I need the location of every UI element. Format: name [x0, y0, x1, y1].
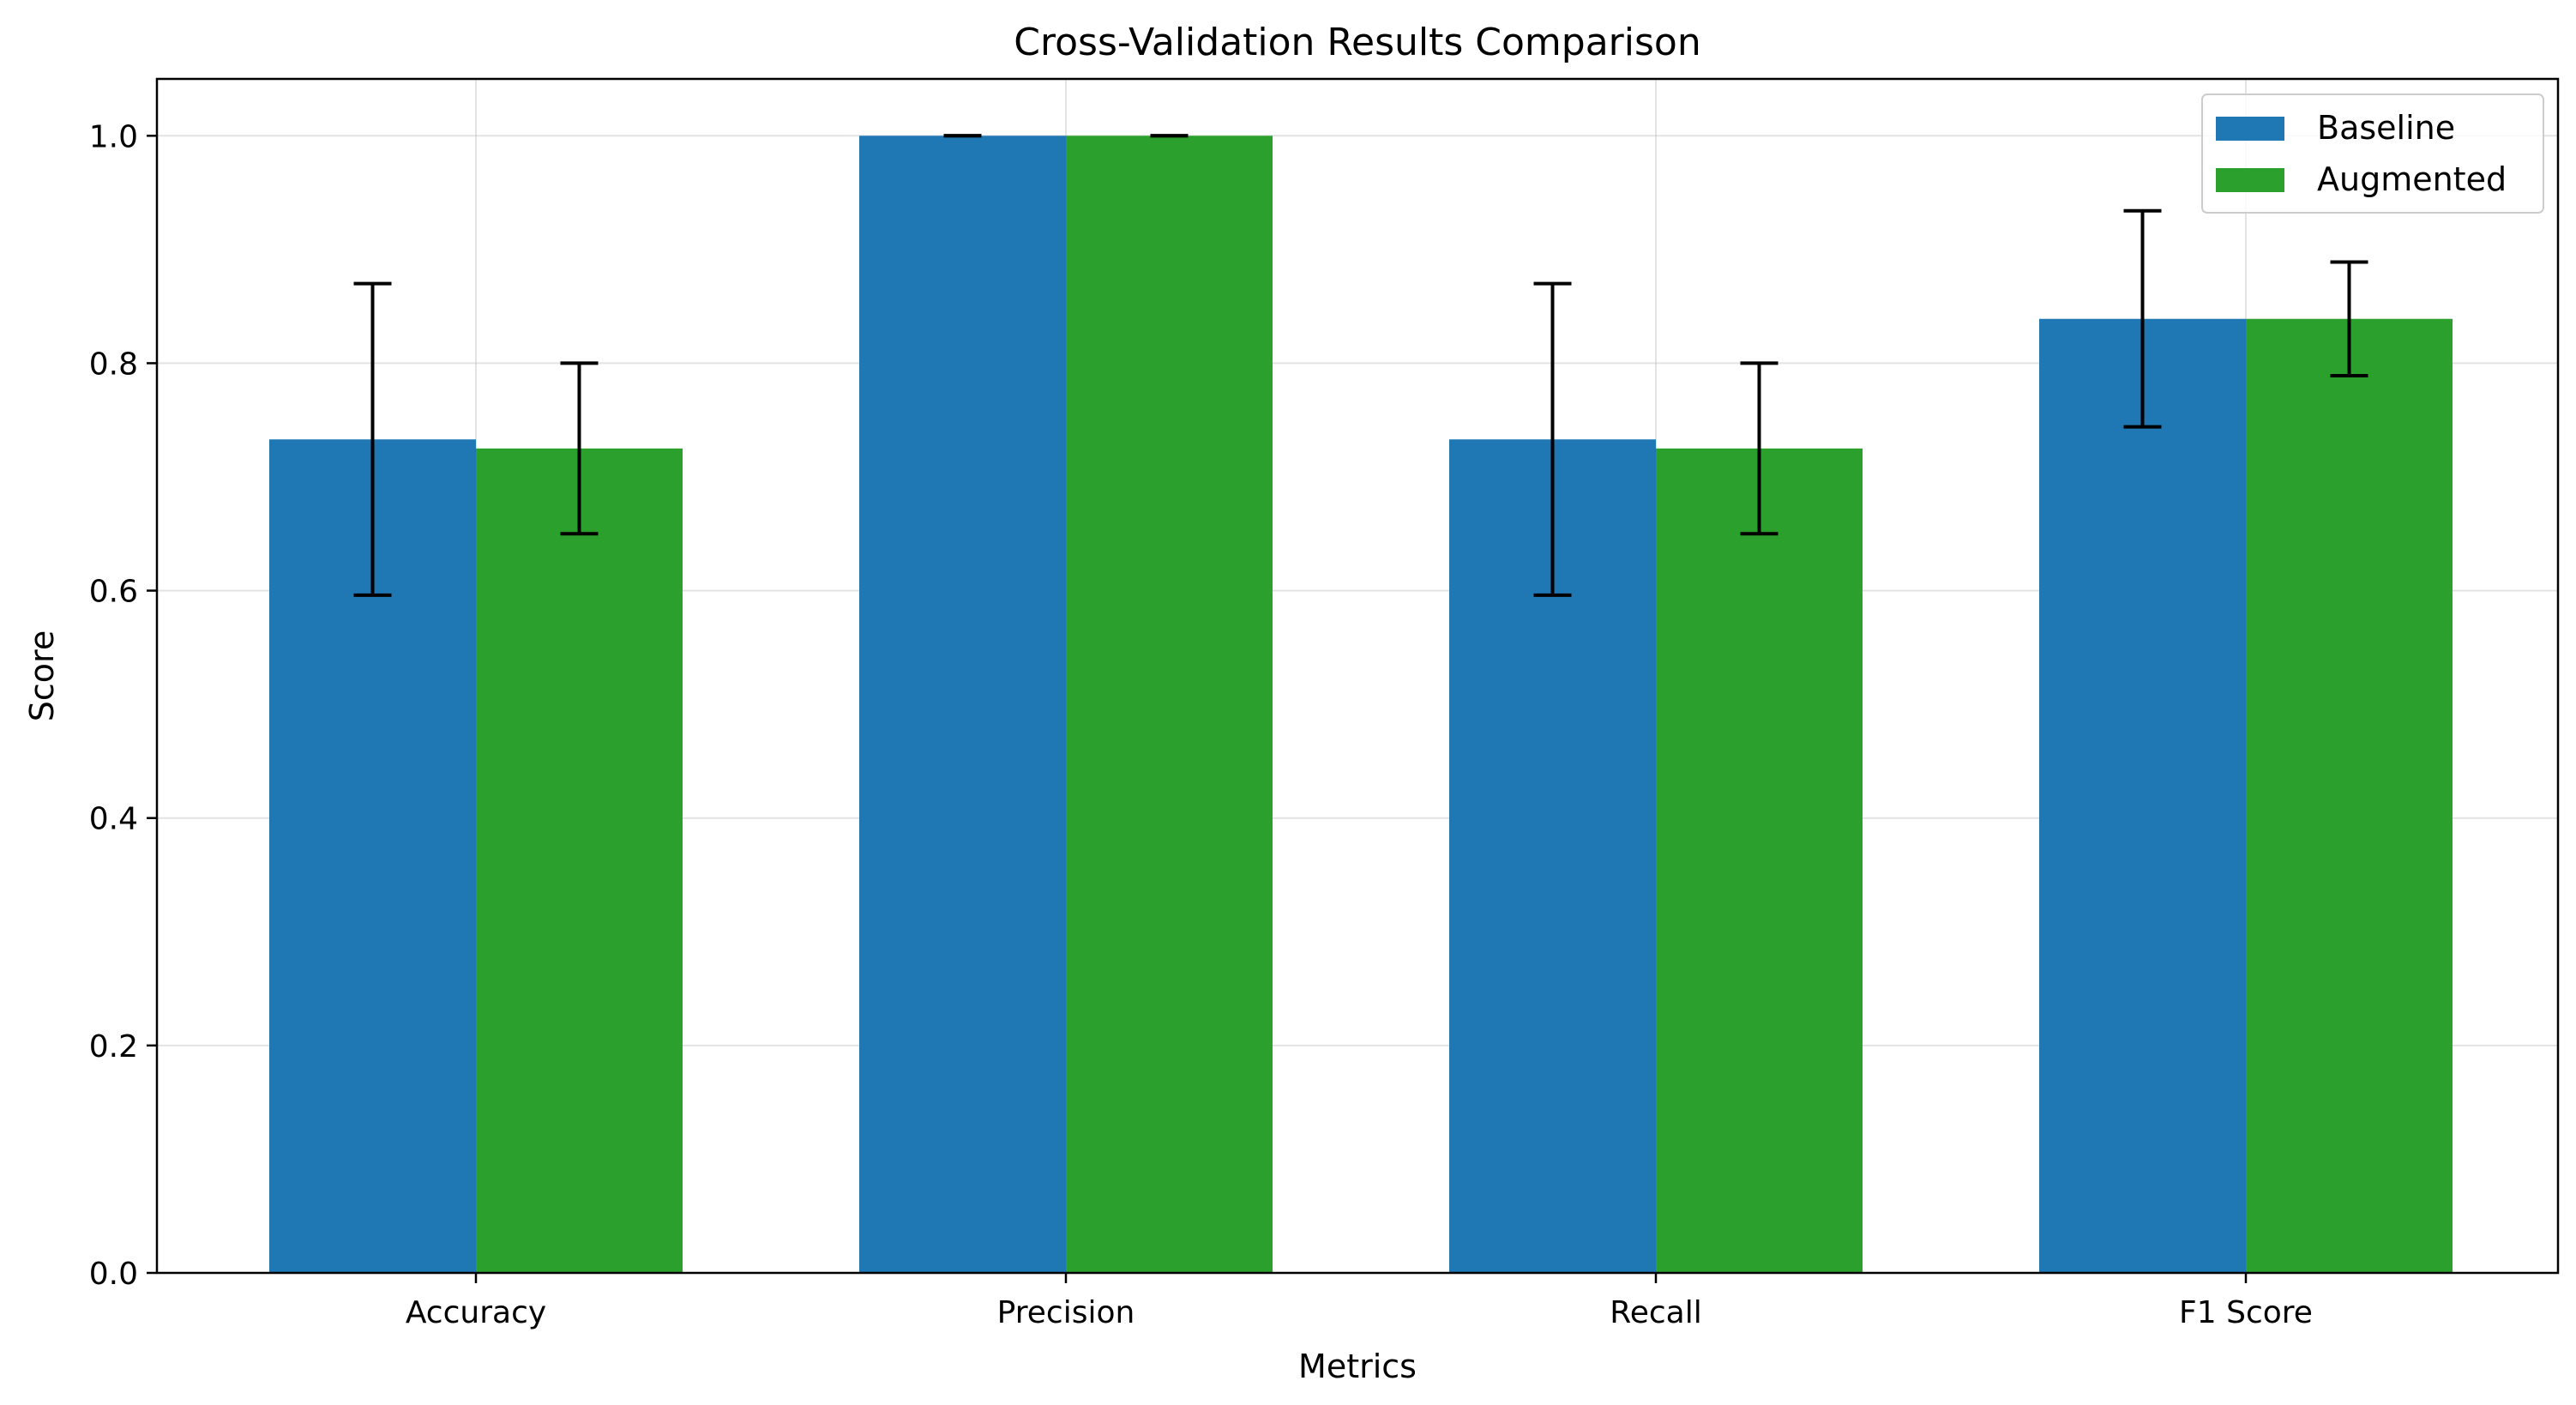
legend-frame — [2201, 93, 2544, 214]
bar-augmented-2 — [1656, 448, 1863, 1273]
y-tick-label-3: 0.6 — [89, 575, 138, 610]
y-axis-label: Score — [23, 630, 61, 721]
legend-swatch-augmented — [2216, 168, 2284, 192]
chart-title: Cross-Validation Results Comparison — [1014, 21, 1700, 64]
error-bar-augmented-3 — [2330, 260, 2368, 378]
y-tick-label-2: 0.4 — [89, 802, 138, 837]
legend-label-augmented: Augmented — [2317, 160, 2507, 198]
error-bar-baseline-0 — [353, 281, 392, 597]
error-bars — [353, 134, 2368, 597]
error-bar-baseline-2 — [1533, 281, 1572, 597]
y-axis-ticks: 0.0 0.2 0.4 0.6 0.8 1.0 — [89, 119, 157, 1292]
bar-augmented-0 — [476, 448, 683, 1273]
error-bar-augmented-2 — [1740, 361, 1779, 536]
y-tick-label-0: 0.0 — [89, 1257, 138, 1292]
x-axis-label: Metrics — [1298, 1348, 1417, 1385]
bar-augmented-1 — [1066, 136, 1273, 1273]
plot-frame — [155, 77, 2560, 1275]
y-tick-label-4: 0.8 — [89, 347, 138, 382]
bars — [269, 136, 2453, 1273]
legend-swatch-baseline — [2216, 117, 2284, 141]
x-tick-label-3: F1 Score — [2179, 1295, 2313, 1330]
x-axis-ticks: Accuracy Precision Recall F1 Score — [406, 1273, 2313, 1330]
x-tick-label-1: Precision — [997, 1295, 1135, 1330]
bar-baseline-3 — [2039, 318, 2246, 1273]
legend: Baseline Augmented — [2201, 93, 2544, 214]
y-tick-label-1: 0.2 — [89, 1029, 138, 1064]
bar-augmented-3 — [2246, 318, 2453, 1273]
error-bar-baseline-3 — [2123, 208, 2162, 429]
x-tick-label-2: Recall — [1610, 1295, 1701, 1330]
x-tick-label-0: Accuracy — [406, 1295, 546, 1330]
legend-label-baseline: Baseline — [2317, 109, 2455, 147]
bar-baseline-1 — [859, 136, 1066, 1273]
y-tick-label-5: 1.0 — [89, 119, 138, 154]
error-bar-augmented-0 — [560, 361, 599, 536]
